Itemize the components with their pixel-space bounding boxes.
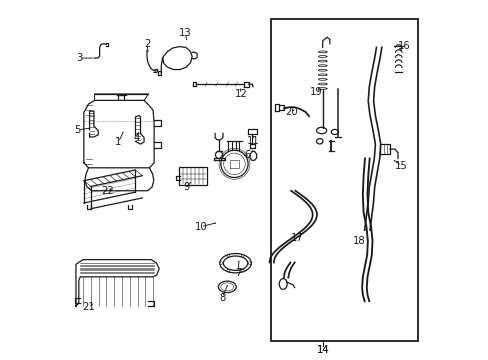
Text: 22: 22 — [101, 186, 114, 197]
Text: 17: 17 — [290, 233, 304, 243]
Text: 6: 6 — [244, 150, 250, 160]
Text: 14: 14 — [316, 345, 329, 355]
Text: 5: 5 — [74, 125, 81, 135]
Text: 14: 14 — [316, 345, 329, 355]
Bar — [271, 19, 418, 341]
Text: 4: 4 — [133, 133, 139, 143]
Text: 1: 1 — [115, 138, 121, 147]
Text: 16: 16 — [397, 41, 409, 50]
Text: 7: 7 — [234, 268, 241, 278]
Text: 2: 2 — [143, 39, 150, 49]
Text: 20: 20 — [285, 107, 298, 117]
Text: 18: 18 — [352, 236, 365, 246]
Text: 15: 15 — [394, 161, 407, 171]
Text: 21: 21 — [82, 302, 95, 312]
Text: 13: 13 — [179, 28, 191, 38]
Text: 10: 10 — [194, 222, 206, 231]
Text: 8: 8 — [219, 293, 225, 303]
Text: 12: 12 — [234, 89, 247, 99]
Text: 3: 3 — [76, 53, 82, 63]
Text: 9: 9 — [183, 182, 189, 192]
Text: 11: 11 — [246, 136, 259, 145]
Text: 19: 19 — [309, 87, 322, 97]
